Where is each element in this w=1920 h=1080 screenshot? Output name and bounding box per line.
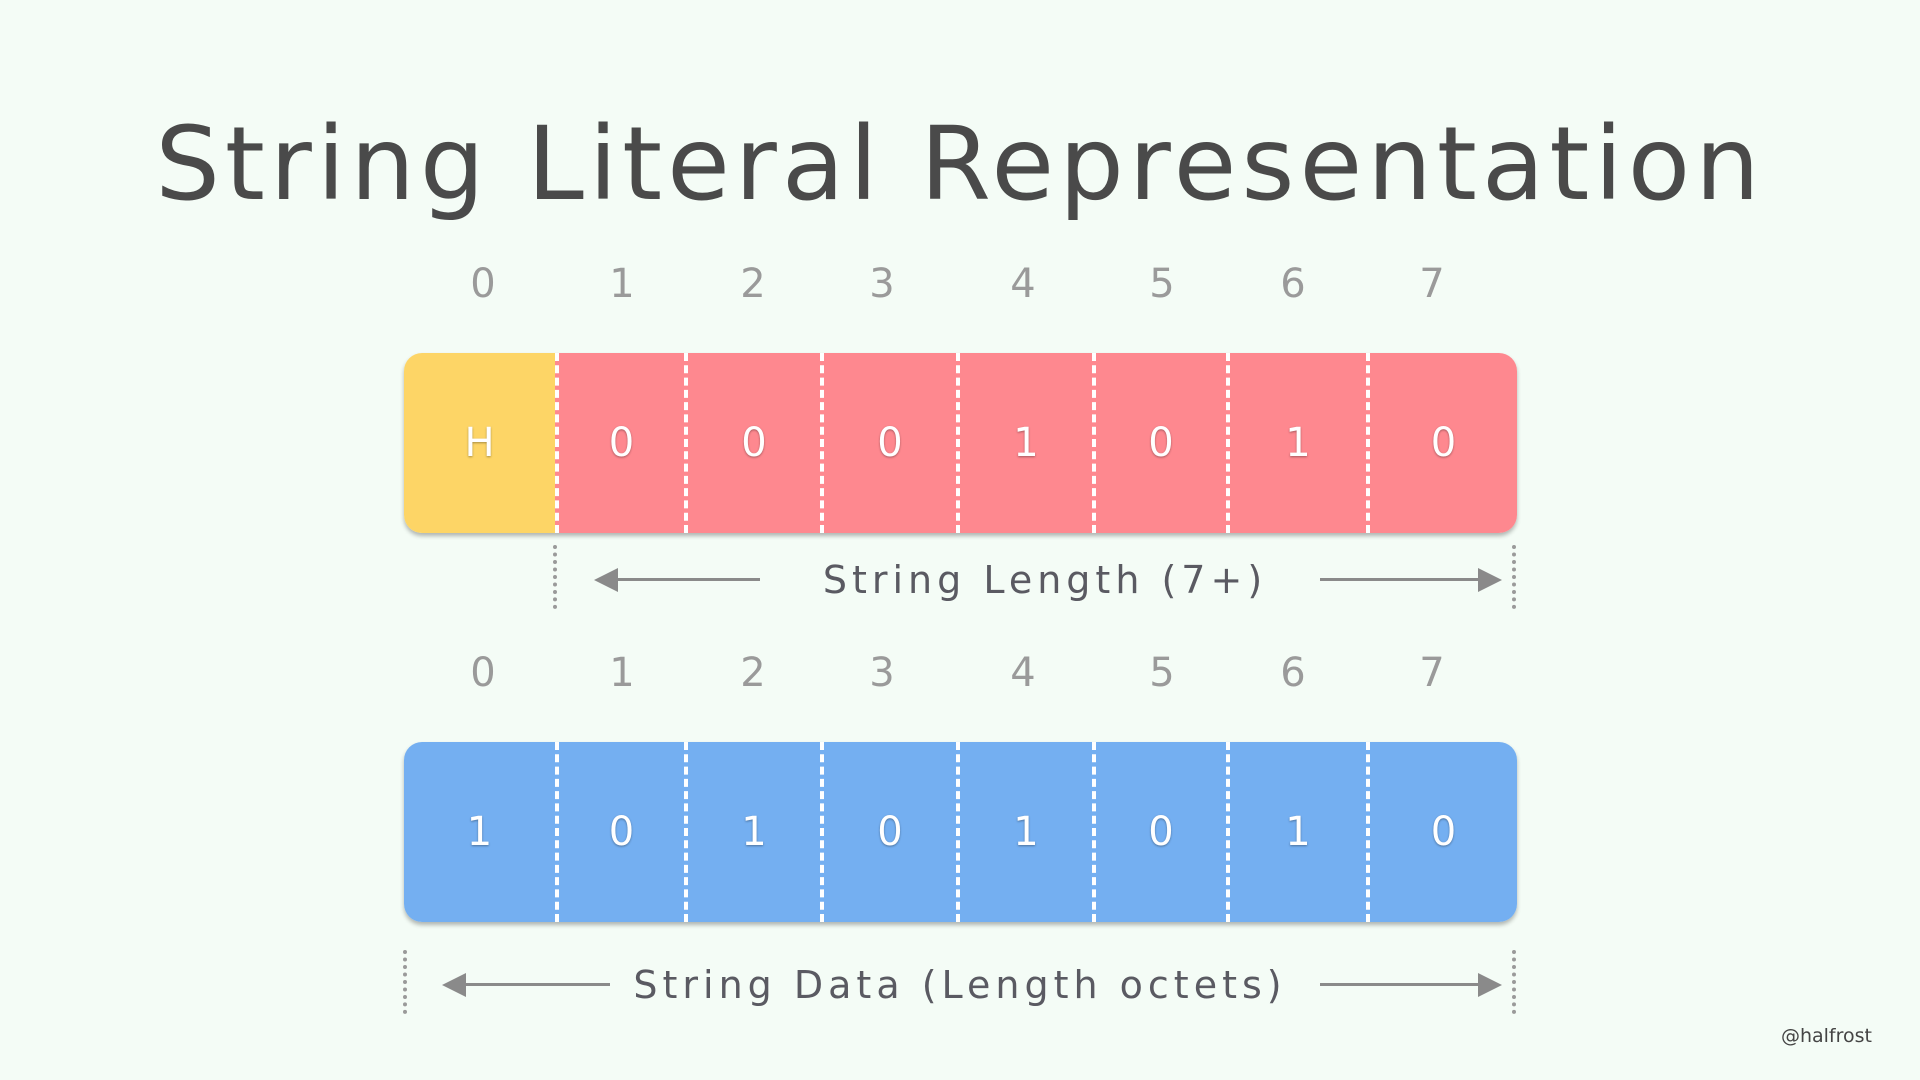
data-bit-cell: 0 [1092, 742, 1226, 922]
bit-index-label: 4 [1010, 261, 1036, 307]
bit-index-label: 5 [1149, 650, 1175, 696]
data-bit-cell: 1 [684, 742, 820, 922]
length-bit-cell: 0 [1092, 353, 1226, 533]
length-bit-cell: 1 [1226, 353, 1366, 533]
length-bit-cell: 0 [555, 353, 684, 533]
data-bit-cell: 1 [956, 742, 1092, 922]
length-bit-cell: 0 [1366, 353, 1517, 533]
page-title: String Literal Representation [155, 105, 1765, 224]
bit-index-label: 7 [1419, 650, 1445, 696]
string-length-span: String Length (7+) [0, 545, 1920, 615]
bit-index-label: 7 [1419, 261, 1445, 307]
string-data-span: String Data (Length octets) [0, 950, 1920, 1020]
data-bit-cell: 0 [555, 742, 684, 922]
bit-index-label: 0 [470, 650, 496, 696]
span-end-tick [1512, 545, 1516, 609]
length-bit-cell: 0 [820, 353, 956, 533]
span-start-tick [403, 950, 407, 1014]
data-octet-index-row: 0 1 2 3 4 5 6 7 [0, 643, 1920, 703]
arrow-shaft [460, 983, 610, 986]
data-bit-cell: 0 [1366, 742, 1517, 922]
arrow-right-icon [1478, 973, 1502, 997]
data-octet: 1 0 1 0 1 0 1 0 [404, 742, 1517, 922]
bit-index-label: 6 [1280, 261, 1306, 307]
length-bit-cell: 0 [684, 353, 820, 533]
arrow-shaft [612, 578, 760, 581]
arrow-shaft [1320, 578, 1482, 581]
length-octet-index-row: 0 1 2 3 4 5 6 7 [0, 254, 1920, 314]
arrow-right-icon [1478, 568, 1502, 592]
bit-index-label: 5 [1149, 261, 1175, 307]
h-flag-cell: H [404, 353, 555, 533]
data-bit-cell: 1 [1226, 742, 1366, 922]
span-end-tick [1512, 950, 1516, 1014]
string-data-label: String Data (Length octets) [633, 963, 1287, 1007]
length-bit-cell: 1 [956, 353, 1092, 533]
data-bit-cell: 1 [404, 742, 555, 922]
span-start-tick [553, 545, 557, 609]
arrow-shaft [1320, 983, 1482, 986]
bit-index-label: 0 [470, 261, 496, 307]
bit-index-label: 3 [869, 650, 895, 696]
bit-index-label: 2 [740, 650, 766, 696]
bit-index-label: 3 [869, 261, 895, 307]
string-length-label: String Length (7+) [822, 558, 1268, 602]
author-credit: @halfrost [1780, 1025, 1872, 1047]
bit-index-label: 4 [1010, 650, 1036, 696]
bit-index-label: 1 [609, 650, 635, 696]
bit-index-label: 2 [740, 261, 766, 307]
bit-index-label: 6 [1280, 650, 1306, 696]
data-bit-cell: 0 [820, 742, 956, 922]
bit-index-label: 1 [609, 261, 635, 307]
length-octet: H 0 0 0 1 0 1 0 [404, 353, 1517, 533]
